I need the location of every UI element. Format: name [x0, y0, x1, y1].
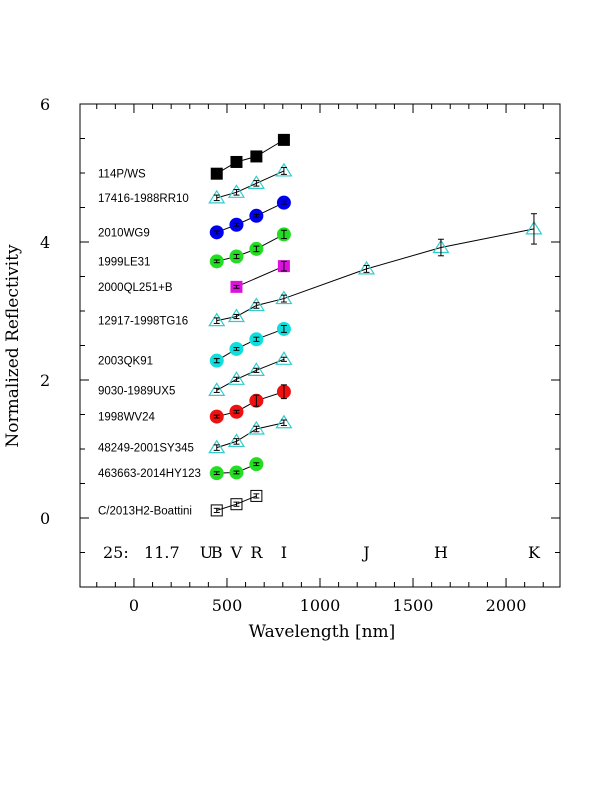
data-point	[208, 439, 226, 454]
data-point	[275, 351, 293, 365]
series-label: 17416-1988RR10	[98, 193, 189, 205]
series-label: 9030-1989UX5	[98, 385, 175, 397]
data-point	[230, 498, 243, 511]
series-line	[216, 202, 285, 233]
data-point	[275, 162, 293, 177]
x-tick-label: 500	[212, 596, 243, 615]
y-tick-label: 6	[40, 95, 50, 114]
data-point	[277, 133, 290, 146]
data-point	[208, 189, 226, 204]
axes-layer: 0 500 1000 1500 2000 0 2 4 6	[40, 95, 560, 615]
series-label: 12917-1998TG16	[98, 316, 188, 328]
band-label: R	[250, 543, 263, 562]
data-point	[208, 312, 226, 327]
x-tick-label: 2000	[486, 596, 527, 615]
x-tick-label: 1500	[393, 596, 434, 615]
marks-layer	[208, 133, 543, 517]
data-point	[275, 290, 293, 305]
band-label: V	[230, 543, 243, 562]
series-label: 2010WG9	[98, 227, 150, 239]
data-point	[227, 184, 246, 198]
labels-layer: 114P/WS 17416-1988RR10 2010WG9 1999LE31 2000…	[98, 169, 541, 562]
data-point	[227, 371, 246, 385]
series-line	[216, 358, 285, 391]
y-tick-label: 4	[40, 233, 50, 252]
series-label: 2000QL251+B	[98, 282, 173, 294]
data-point	[230, 155, 243, 168]
lines-layer	[216, 139, 535, 511]
series-label: 48249-2001SY345	[98, 443, 194, 455]
series-line	[216, 391, 285, 418]
data-point	[227, 433, 246, 448]
series-line	[216, 170, 285, 199]
series-label: 114P/WS	[98, 169, 146, 181]
band-label: K	[528, 543, 541, 562]
x-tick-label: 0	[129, 596, 139, 615]
data-point	[210, 167, 223, 180]
data-point	[250, 489, 263, 502]
data-point	[250, 150, 263, 163]
series-line	[216, 422, 285, 449]
y-axis-label: Normalized Reflectivity	[3, 244, 23, 448]
band-label: J	[361, 543, 369, 562]
series-label: 1998WV24	[98, 412, 156, 424]
data-point	[247, 420, 265, 435]
y-tick-label: 0	[40, 509, 50, 528]
band-label: I	[281, 543, 287, 562]
series-line	[216, 139, 285, 175]
series-label: 463663-2014HY123	[98, 468, 201, 480]
data-point	[208, 382, 226, 396]
data-point	[247, 175, 265, 189]
data-point	[357, 260, 376, 275]
data-point	[275, 414, 293, 429]
x-tick-label: 1000	[300, 596, 341, 615]
data-point	[247, 297, 265, 312]
band-label: B	[211, 543, 223, 562]
series-line	[216, 328, 285, 362]
series-label: C/2013H2-Boattini	[98, 505, 192, 517]
series-line	[236, 265, 285, 288]
data-point	[247, 362, 265, 376]
data-point	[210, 504, 223, 517]
x-axis-label: Wavelength [nm]	[249, 622, 396, 642]
band-label: U	[200, 543, 213, 562]
series-line	[216, 233, 285, 262]
data-point	[227, 308, 246, 323]
series-label: 2003QK91	[98, 356, 153, 368]
band-label: H	[434, 543, 448, 562]
series-label: 1999LE31	[98, 256, 150, 268]
footer-note: 25: 11.7	[103, 543, 180, 562]
y-tick-label: 2	[40, 371, 50, 390]
